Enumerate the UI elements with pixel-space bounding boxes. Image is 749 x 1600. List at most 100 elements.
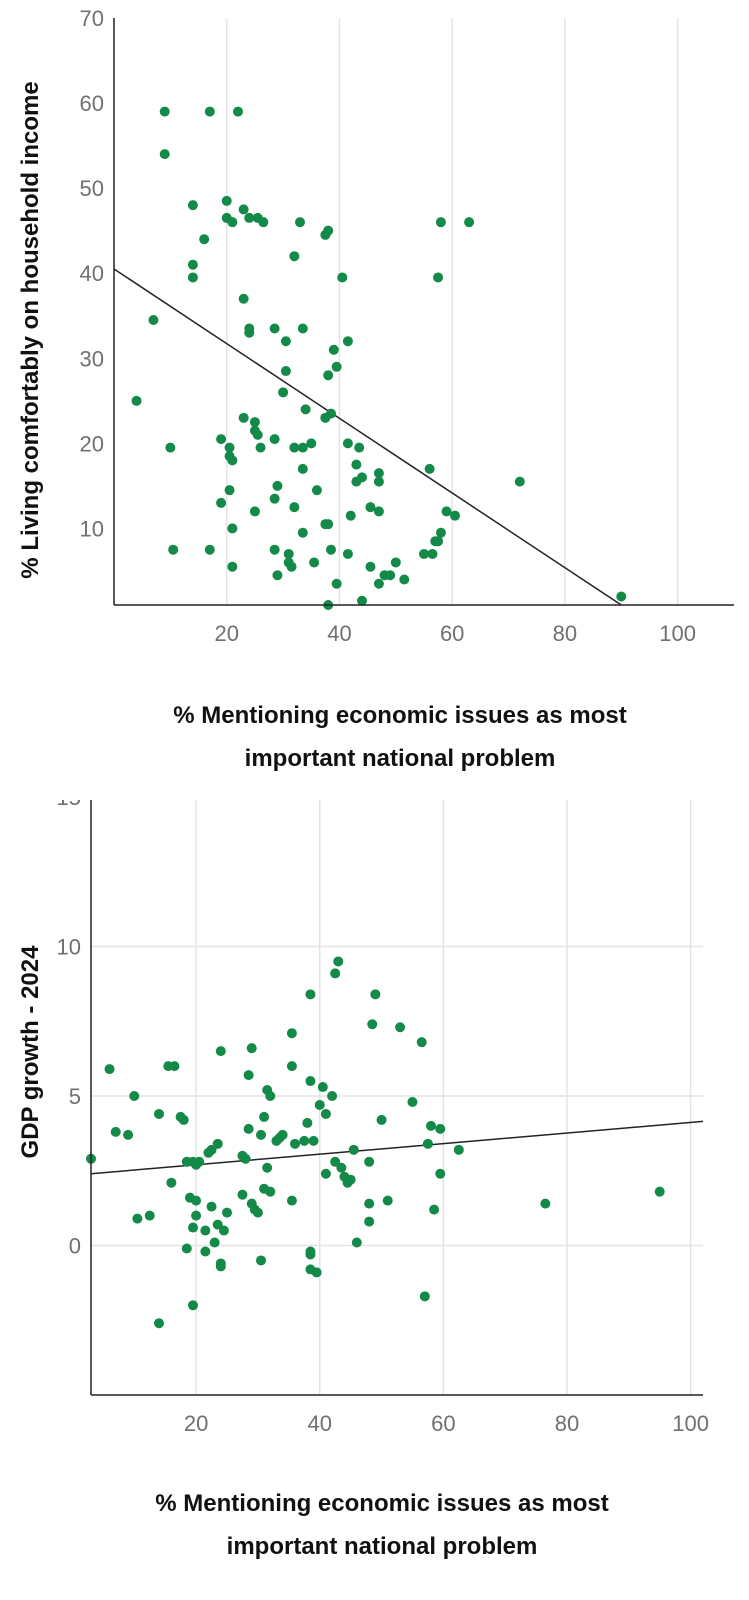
scatter-point	[342, 336, 353, 347]
scatter-point	[252, 429, 263, 440]
scatter-point	[331, 578, 342, 589]
scatter-point	[514, 476, 525, 487]
scatter-point	[148, 315, 159, 326]
scatter-point	[269, 544, 280, 555]
scatter-point	[265, 1091, 276, 1101]
tick-labels: 20 40 60 80 100 10 20 30 40 50 60 70	[80, 6, 696, 646]
scatter-point	[382, 1195, 393, 1206]
x-tick-label: 40	[327, 621, 351, 646]
scatter-point	[354, 442, 365, 453]
scatter-point	[200, 1246, 211, 1257]
scatter-point	[221, 212, 232, 223]
scatter-point	[262, 1162, 273, 1173]
scatter-point	[218, 1225, 229, 1236]
scatter-point	[132, 1213, 143, 1224]
scatter-point	[337, 272, 348, 283]
scatter-point	[154, 1318, 164, 1329]
x-tick-label: 40	[307, 1411, 331, 1436]
scatter-point	[178, 1114, 189, 1125]
y-tick-label: 20	[80, 431, 104, 456]
y-tick-label: 60	[80, 91, 104, 116]
scatter-point	[345, 510, 356, 521]
scatter-point	[224, 442, 235, 453]
scatter-point	[399, 574, 410, 585]
y-tick-label: 5	[69, 1084, 81, 1109]
tick-labels: 20 40 60 80 100 0 5 10 15	[57, 800, 709, 1436]
scatter-point	[209, 1237, 220, 1248]
scatter-point	[435, 527, 446, 538]
scatter-point	[422, 1138, 433, 1149]
scatter-point	[450, 510, 460, 521]
scatter-point	[407, 1096, 418, 1107]
scatter-point	[311, 485, 322, 496]
scatter-point	[320, 1108, 331, 1119]
scatter-point	[300, 404, 311, 415]
scatter-point	[286, 1061, 297, 1072]
scatter-point	[435, 1168, 446, 1179]
axes	[113, 18, 734, 606]
scatter-chart-gdp: 20 40 60 80 100 0 5 10 15 GDP growth - 2024 % Me…	[17, 800, 709, 1560]
y-tick-label: 0	[69, 1234, 81, 1259]
scatter-point	[305, 1246, 316, 1257]
scatter-point	[419, 548, 429, 559]
scatter-point	[373, 506, 384, 517]
scatter-point	[269, 323, 280, 334]
scatter-point	[419, 1291, 430, 1302]
scatter-point	[370, 989, 381, 1000]
scatter-point	[297, 323, 308, 334]
x-tick-label: 20	[214, 621, 238, 646]
x-tick-label: 60	[440, 621, 464, 646]
scatter-point	[191, 1195, 202, 1206]
scatter-point	[280, 366, 291, 377]
scatter-point	[289, 442, 300, 453]
scatter-point	[252, 1207, 263, 1218]
x-axis-label-line-2: important national problem	[245, 745, 556, 772]
x-tick-label: 100	[672, 1411, 709, 1436]
scatter-point	[216, 497, 227, 508]
scatter-point	[280, 336, 291, 347]
scatter-point	[256, 1129, 266, 1140]
x-axis-label-line-2: important national problem	[227, 1533, 538, 1560]
y-axis-label: % Living comfortably on household income	[17, 81, 44, 578]
data-points	[86, 956, 665, 1329]
scatter-chart-income: 20 40 60 80 100 10 20 30 40 50 60 70 % Living comfo…	[17, 6, 734, 772]
scatter-point	[385, 570, 396, 581]
y-grid-lines	[225, 18, 679, 605]
y-tick-label: 10	[80, 516, 104, 541]
y-tick-label: 70	[80, 6, 104, 31]
scatter-point	[616, 591, 627, 602]
scatter-point	[331, 361, 342, 372]
scatter-point	[233, 106, 243, 117]
scatter-point	[297, 442, 308, 453]
scatter-point	[212, 1138, 223, 1149]
scatter-point	[204, 544, 215, 555]
scatter-point	[317, 1082, 328, 1093]
x-tick-label: 60	[431, 1411, 455, 1436]
scatter-point	[305, 1076, 316, 1087]
x-tick-label: 80	[553, 621, 577, 646]
scatter-point	[323, 370, 334, 381]
scatter-point	[365, 502, 376, 513]
scatter-point	[373, 468, 384, 479]
scatter-point	[269, 434, 280, 445]
scatter-point	[351, 476, 362, 487]
scatter-point	[123, 1129, 134, 1140]
scatter-point	[295, 217, 305, 228]
scatter-point	[206, 1201, 217, 1212]
trend-line	[114, 268, 622, 605]
scatter-point	[320, 1168, 331, 1179]
scatter-point	[272, 480, 283, 491]
scatter-point	[311, 1267, 322, 1278]
scatter-point	[364, 1198, 375, 1209]
scatter-point	[272, 570, 283, 581]
trend-line	[91, 1120, 703, 1175]
scatter-point	[330, 968, 341, 979]
y-tick-label: 30	[80, 346, 104, 371]
scatter-point	[227, 523, 238, 534]
scatter-point	[259, 1111, 270, 1122]
scatter-point	[297, 527, 308, 538]
scatter-point	[376, 1114, 387, 1125]
scatter-point	[204, 106, 215, 117]
scatter-point	[309, 557, 320, 568]
scatter-point	[243, 1123, 254, 1134]
